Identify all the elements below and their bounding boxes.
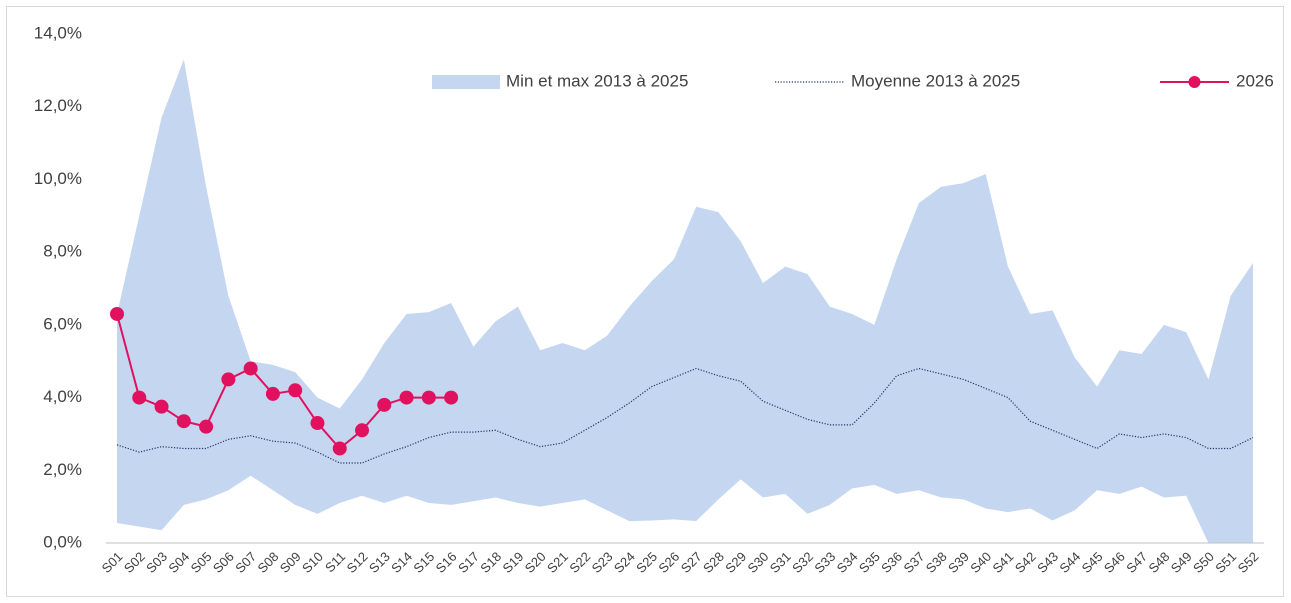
data-point [310,416,325,431]
data-point [176,414,191,429]
data-point [332,441,347,456]
y-tick-label: 4,0% [43,387,82,406]
y-tick-label: 14,0% [34,23,82,42]
data-point [399,390,414,405]
legend-label: 2026 [1236,71,1274,90]
legend-label: Min et max 2013 à 2025 [506,71,688,90]
data-point [199,419,214,434]
y-tick-label: 10,0% [34,169,82,188]
legend-label: Moyenne 2013 à 2025 [851,71,1020,90]
legend-item: Min et max 2013 à 2025 [432,71,688,90]
series-line [116,367,1254,464]
data-point [154,399,169,414]
legend-swatch [432,75,500,89]
data-point [110,306,124,321]
legend-item: Moyenne 2013 à 2025 [775,71,1020,90]
data-point [243,361,258,376]
legend-marker [1188,76,1201,88]
legend-item: 2026 [1160,71,1274,90]
series-line [116,313,452,450]
data-point [355,423,370,438]
data-point [288,383,303,398]
y-tick-label: 8,0% [43,242,82,261]
y-tick-label: 0,0% [43,532,82,551]
data-point [265,386,280,401]
y-tick-label: 6,0% [43,314,82,333]
data-point [421,390,436,405]
y-tick-label: 12,0% [34,96,82,115]
y-tick-label: 2,0% [43,460,82,479]
data-point [132,390,147,405]
data-point [377,397,392,412]
range-band [117,59,1253,543]
data-point [221,372,236,387]
data-point [444,390,459,405]
